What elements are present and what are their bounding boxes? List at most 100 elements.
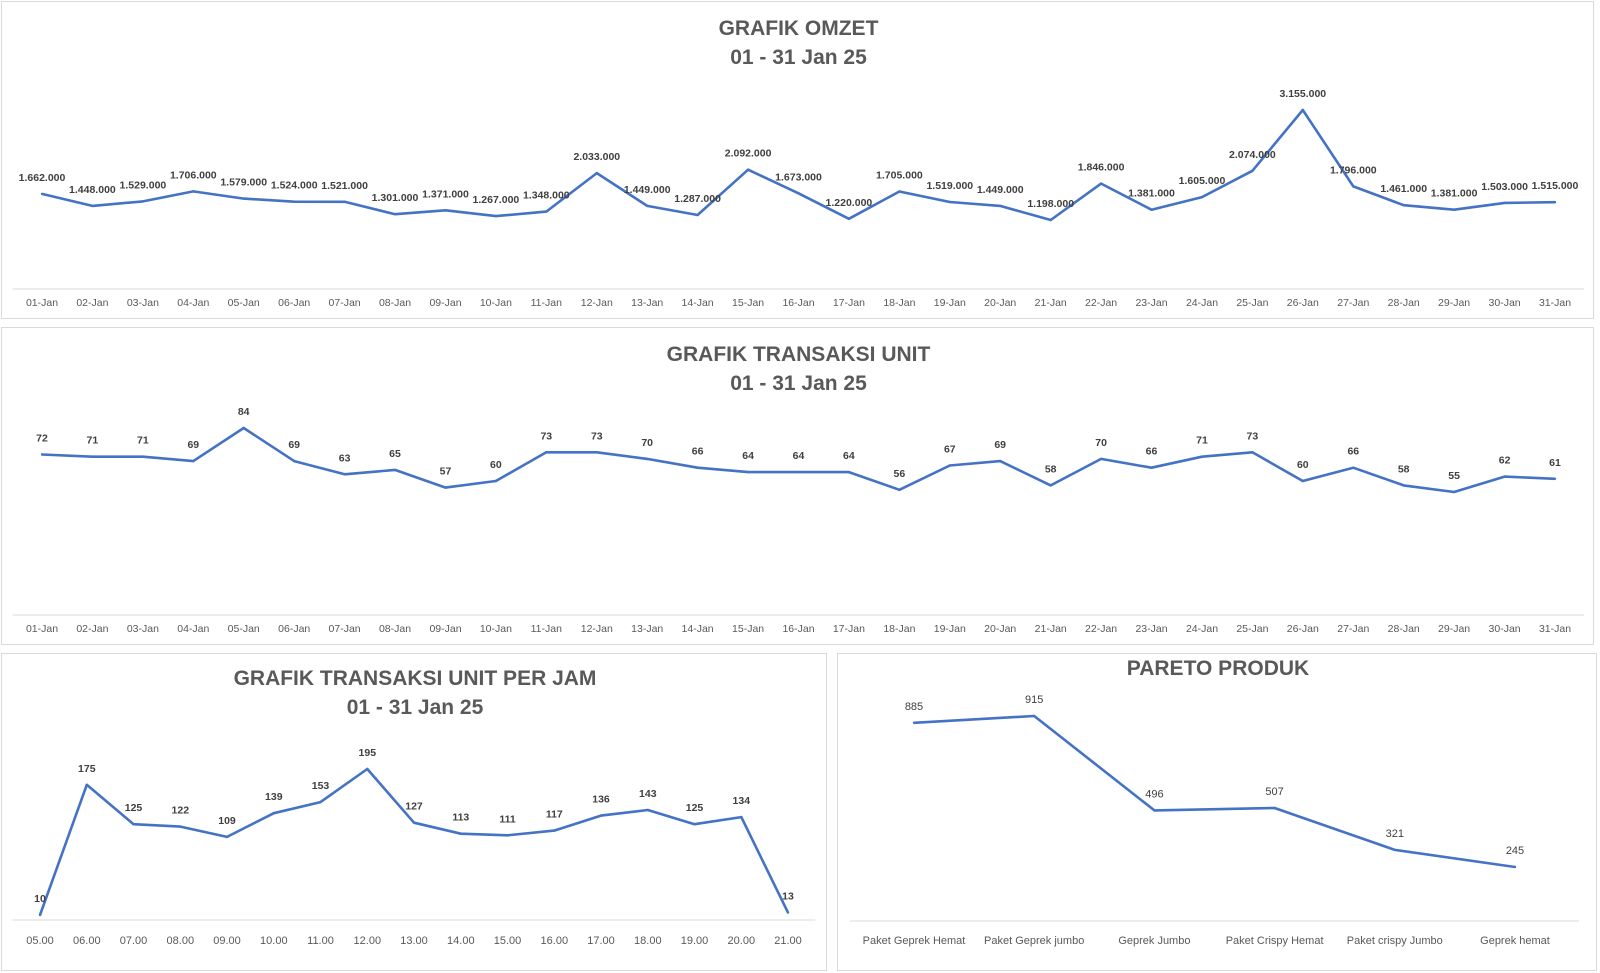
data-point (647, 809, 649, 811)
data-point (132, 823, 134, 825)
data-point (1150, 467, 1152, 469)
data-point (1403, 484, 1405, 486)
data-label: 1.287.000 (674, 193, 721, 205)
data-label: 1.706.000 (170, 169, 217, 181)
data-label: 507 (1265, 786, 1283, 798)
data-point (179, 825, 181, 827)
data-point (1453, 491, 1455, 493)
x-tick-label: 30-Jan (1489, 623, 1521, 635)
data-point (1251, 170, 1253, 172)
data-point (39, 914, 41, 916)
data-label: 3.155.000 (1279, 88, 1326, 100)
data-label: 1.449.000 (977, 184, 1024, 196)
x-tick-label: 15-Jan (732, 623, 764, 635)
pareto-produk-chart: PARETO PRODUK 885 Paket Geprek Hemat 915 Pak… (838, 654, 1598, 972)
data-label: 915 (1025, 694, 1043, 706)
data-point (413, 822, 415, 824)
data-point (444, 486, 446, 488)
data-label: 1.846.000 (1078, 162, 1125, 174)
transaksi-unit-chart: GRAFIK TRANSAKSI UNIT 01 - 31 Jan 25 72 01-… (2, 328, 1595, 646)
data-point (1554, 201, 1556, 203)
data-point (1201, 456, 1203, 458)
x-tick-label: 06-Jan (278, 297, 310, 309)
data-label: 71 (87, 435, 99, 447)
data-label: 69 (187, 439, 199, 451)
data-point (1100, 182, 1102, 184)
data-label: 10 (34, 893, 46, 905)
data-point (646, 205, 648, 207)
chart-title: GRAFIK TRANSAKSI UNIT PER JAM (234, 667, 597, 690)
data-point (797, 471, 799, 473)
data-label: 71 (1196, 435, 1208, 447)
data-point (545, 451, 547, 453)
x-tick-label: 15.00 (494, 935, 522, 947)
data-label: 60 (490, 459, 502, 471)
data-point (41, 453, 43, 455)
x-tick-label: 21.00 (774, 935, 802, 947)
x-tick-label: 17-Jan (833, 623, 865, 635)
data-point (41, 193, 43, 195)
x-tick-label: 18.00 (634, 935, 662, 947)
data-point (747, 471, 749, 473)
data-label: 64 (742, 450, 754, 462)
chart-title: PARETO PRODUK (1127, 657, 1309, 680)
data-point (949, 201, 951, 203)
data-label: 69 (288, 439, 300, 451)
transaksi-per-jam-chart-panel: GRAFIK TRANSAKSI UNIT PER JAM 01 - 31 Jan… (1, 653, 827, 971)
data-label: 1.461.000 (1380, 183, 1427, 195)
data-point (696, 467, 698, 469)
data-label: 117 (546, 809, 563, 821)
x-tick-label: 13-Jan (631, 297, 663, 309)
data-label: 1.515.000 (1532, 180, 1579, 192)
data-point (1050, 484, 1052, 486)
data-label: 143 (639, 788, 657, 800)
data-label: 60 (1297, 459, 1309, 471)
x-tick-label: 14.00 (447, 935, 475, 947)
x-tick-label: 17.00 (587, 935, 615, 947)
x-tick-label: 13-Jan (631, 623, 663, 635)
x-tick-label: 05-Jan (228, 623, 260, 635)
data-label: 61 (1549, 457, 1561, 469)
data-label: 64 (793, 450, 805, 462)
x-tick-label: 21-Jan (1035, 623, 1067, 635)
x-tick-label: 19.00 (681, 935, 709, 947)
data-point (797, 192, 799, 194)
x-tick-label: Geprek hemat (1480, 935, 1550, 947)
x-tick-label: 22-Jan (1085, 623, 1117, 635)
data-point (142, 200, 144, 202)
data-point (596, 451, 598, 453)
data-label: 66 (1347, 446, 1359, 458)
data-label: 1.579.000 (220, 177, 267, 189)
x-tick-label: 06-Jan (278, 623, 310, 635)
data-point (1033, 715, 1035, 717)
data-label: 2.074.000 (1229, 149, 1276, 161)
data-label: 139 (265, 791, 283, 803)
data-point (243, 427, 245, 429)
data-point (596, 172, 598, 174)
data-label: 66 (692, 446, 704, 458)
x-tick-label: 14-Jan (682, 297, 714, 309)
data-point (1153, 809, 1155, 811)
data-point (444, 209, 446, 211)
data-label: 64 (843, 450, 855, 462)
data-point (787, 911, 789, 913)
data-point (243, 197, 245, 199)
x-tick-label: 11-Jan (531, 297, 562, 309)
data-point (913, 722, 915, 724)
x-tick-label: 04-Jan (177, 623, 209, 635)
data-label: 1.524.000 (271, 180, 318, 192)
data-label: 195 (359, 747, 377, 759)
x-tick-label: 20-Jan (984, 297, 1016, 309)
data-point (1302, 109, 1304, 111)
data-label: 885 (905, 701, 923, 713)
x-tick-label: 25-Jan (1236, 297, 1268, 309)
transaksi-per-jam-chart: GRAFIK TRANSAKSI UNIT PER JAM 01 - 31 Jan… (2, 654, 828, 972)
x-tick-label: 10.00 (260, 935, 288, 947)
x-tick-label: 08-Jan (379, 623, 411, 635)
data-point (999, 460, 1001, 462)
x-tick-label: 16-Jan (782, 623, 814, 635)
data-label: 2.092.000 (725, 148, 772, 160)
data-point (394, 469, 396, 471)
data-label: 321 (1386, 828, 1404, 840)
data-point (1100, 458, 1102, 460)
